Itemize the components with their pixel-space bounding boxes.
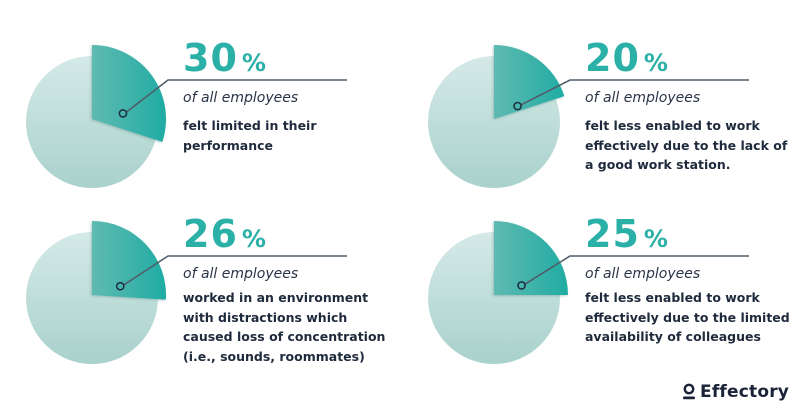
stat-value: 20 [585, 36, 640, 80]
stat-number: 25% [585, 214, 669, 259]
pie-chart [428, 221, 749, 364]
stat-value: 26 [183, 212, 238, 256]
leader-dot [115, 281, 125, 291]
leader-dot [517, 281, 526, 290]
stat-panel-2: 26% of all employees worked in an enviro… [0, 212, 400, 402]
pie-slice-highlight [494, 221, 568, 295]
stat-panel-0: 30% of all employees felt limited in the… [0, 36, 400, 226]
stat-panel-1: 20% of all employees felt less enabled t… [402, 36, 800, 226]
stat-subtitle: of all employees [183, 90, 299, 106]
pie-chart [428, 45, 749, 188]
leader-dot [513, 101, 522, 111]
stat-description: felt less enabled to work effectively du… [585, 290, 790, 344]
leader-line [520, 79, 749, 106]
stat-subtitle: of all employees [585, 90, 701, 106]
brand-logo: Effectory [682, 382, 789, 402]
pie-chart [26, 45, 347, 188]
stat-number: 30% [183, 38, 267, 83]
percent-sign: % [241, 225, 267, 253]
pie-slice-highlight [92, 221, 166, 300]
stat-subtitle: of all employees [585, 266, 701, 282]
stat-number: 26% [183, 214, 267, 259]
pie-slice-highlight [92, 45, 167, 142]
stat-number: 20% [585, 38, 669, 83]
stat-description: worked in an environment with distractio… [183, 290, 386, 364]
percent-sign: % [643, 225, 669, 253]
stat-value: 25 [585, 212, 640, 256]
stat-description: felt less enabled to work effectively du… [585, 118, 788, 172]
percent-sign: % [241, 49, 267, 77]
person-icon [683, 383, 695, 400]
leader-line [122, 255, 347, 286]
leader-dot [118, 109, 128, 118]
stat-subtitle: of all employees [183, 266, 299, 282]
brand-name: Effectory [700, 382, 790, 402]
percent-sign: % [643, 49, 669, 77]
pie-chart [26, 221, 347, 364]
stat-value: 30 [183, 36, 238, 80]
leader-line [125, 79, 347, 114]
stat-panel-3: 25% of all employees felt less enabled t… [402, 212, 800, 402]
pie-slice-highlight [494, 45, 565, 119]
leader-line [524, 255, 749, 286]
stat-description: felt limited in their performance [183, 118, 317, 153]
